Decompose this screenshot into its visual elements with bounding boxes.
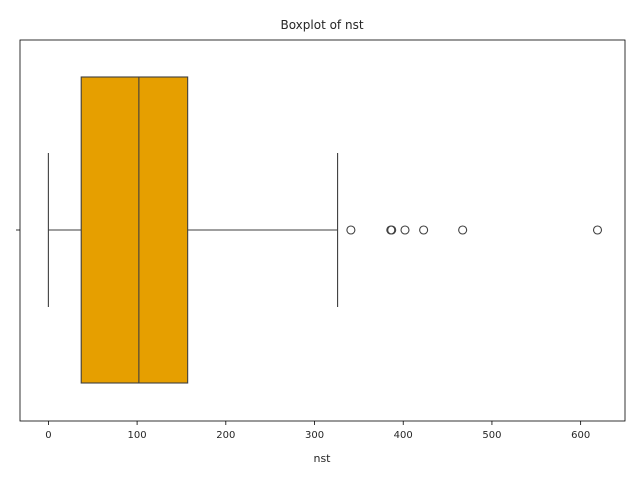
outlier-point [387, 225, 397, 235]
outlier-point [458, 225, 468, 235]
x-tick-label: 300 [305, 430, 324, 441]
outlier-point [592, 225, 603, 235]
x-axis-label: nst [313, 452, 331, 465]
x-tick-label: 500 [482, 430, 501, 441]
x-tick-label: 200 [216, 430, 235, 441]
outlier-point [419, 225, 429, 235]
x-tick-label: 600 [571, 430, 590, 441]
chart-title: Boxplot of nst [280, 18, 363, 32]
x-tick-label: 0 [45, 430, 51, 441]
outlier-point [346, 225, 356, 235]
x-tick-label: 100 [128, 430, 147, 441]
interquartile-box [80, 76, 189, 384]
plot-area-frame [19, 39, 626, 422]
x-tick-label: 400 [394, 430, 413, 441]
x-axis: 0 100 200 300 400 500 600 [45, 421, 590, 441]
box-group [47, 76, 603, 384]
outlier-point [400, 225, 410, 235]
